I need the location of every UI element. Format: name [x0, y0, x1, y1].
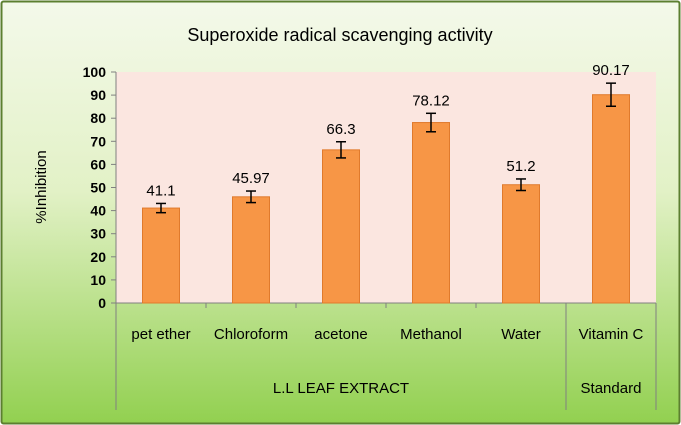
y-tick-label: 50 [90, 180, 106, 196]
y-tick-label: 80 [90, 110, 106, 126]
y-axis-label: %Inhibition [33, 150, 50, 223]
chart-title: Superoxide radical scavenging activity [187, 25, 492, 45]
category-label: pet ether [131, 326, 190, 343]
y-tick-label: 70 [90, 133, 106, 149]
plot-area [116, 72, 656, 303]
data-label: 90.17 [592, 62, 630, 79]
category-label: Water [501, 326, 540, 343]
group-label: L.L LEAF EXTRACT [273, 380, 409, 397]
bar [592, 94, 630, 304]
data-label: 51.2 [506, 158, 535, 175]
y-tick-label: 30 [90, 226, 106, 242]
axes: 0 10 20 30 40 50 60 70 80 90 100 [83, 64, 657, 410]
data-label: 45.97 [232, 170, 270, 187]
y-tick-label: 20 [90, 249, 106, 265]
y-tick-label: 10 [90, 272, 106, 288]
bar [232, 196, 270, 304]
y-tick-label: 100 [83, 64, 107, 80]
labels: L.L LEAF EXTRACT Standard 41.1 pet ether 45.… [131, 62, 643, 397]
y-tick-label: 40 [90, 203, 106, 219]
bars [142, 82, 630, 304]
y-tick-label: 90 [90, 87, 106, 103]
category-label: Chloroform [214, 326, 288, 343]
bar [502, 184, 540, 304]
y-tick-label: 60 [90, 156, 106, 172]
data-label: 41.1 [146, 182, 175, 199]
bar [322, 149, 360, 304]
y-tick-label: 0 [98, 295, 106, 311]
category-label: Vitamin C [579, 326, 644, 343]
category-label: acetone [314, 326, 367, 343]
category-label: Methanol [400, 326, 462, 343]
data-label: 78.12 [412, 92, 450, 109]
bar [142, 207, 180, 304]
data-label: 66.3 [326, 121, 355, 138]
group-label: Standard [581, 380, 642, 397]
bar [412, 122, 450, 304]
